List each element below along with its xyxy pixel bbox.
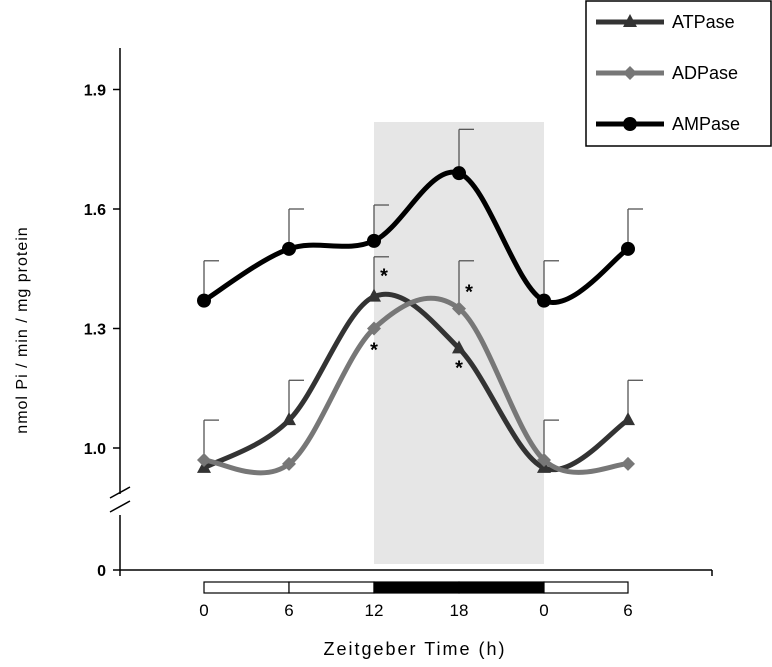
x-tick-label: 0 — [539, 601, 548, 620]
y-tick-label: 1.0 — [84, 441, 106, 458]
legend: ATPase ADPase AMPase — [585, 0, 772, 147]
series-layer — [197, 128, 643, 476]
data-point — [621, 241, 635, 256]
y-tick-label: 1.6 — [84, 202, 106, 219]
legend-label: ATPase — [672, 12, 735, 32]
data-point — [452, 301, 466, 316]
data-point — [367, 233, 381, 248]
data-point — [537, 293, 551, 308]
significance-star: * — [465, 282, 473, 304]
y-tick-label: 1.3 — [84, 322, 106, 339]
x-tick-label: 12 — [365, 601, 384, 620]
x-tick-label: 0 — [199, 601, 208, 620]
legend-marker — [623, 66, 637, 80]
light-phase-bar-segment — [288, 581, 375, 594]
axis-break-mark — [109, 486, 131, 499]
series-adpase — [197, 260, 635, 476]
legend-marker — [623, 14, 637, 27]
data-point — [282, 456, 296, 471]
series-ampase — [197, 128, 643, 308]
legend-item-atpase: ATPase — [596, 12, 735, 32]
y-tick-label: 1.9 — [84, 83, 106, 100]
x-tick-label: 6 — [284, 601, 293, 620]
data-point — [367, 288, 381, 302]
light-phase-bar-segment — [203, 581, 290, 594]
data-point — [282, 241, 296, 256]
legend-marker — [623, 117, 637, 131]
legend-item-ampase: AMPase — [596, 114, 740, 134]
significance-star: * — [370, 340, 378, 362]
dark-phase-bar-segment — [373, 581, 460, 594]
data-point — [452, 340, 466, 354]
light-phase-bar-segment — [543, 581, 629, 594]
data-point — [367, 321, 381, 336]
x-tick-label: 6 — [623, 601, 632, 620]
legend-item-adpase: ADPase — [596, 63, 738, 83]
axis-break-mark — [109, 500, 131, 513]
significance-star: * — [455, 357, 463, 379]
axes: 1.0 1.3 1.6 1.9 0 0 6 12 18 0 6 — [84, 48, 713, 620]
data-point — [197, 293, 211, 308]
labels-layer: * * * * — [370, 266, 473, 380]
y-tick-label-zero: 0 — [97, 563, 106, 580]
data-point — [197, 452, 211, 467]
data-point — [621, 456, 635, 471]
data-point — [621, 412, 635, 426]
dark-phase-bar-segment — [458, 581, 545, 594]
legend-label: AMPase — [672, 114, 740, 134]
data-point — [282, 412, 296, 426]
x-axis-title: Zeitgeber Time (h) — [323, 639, 506, 659]
data-point — [452, 166, 466, 181]
y-axis-title: nmol Pi / min / mg protein — [14, 226, 31, 433]
x-tick-label: 18 — [450, 601, 469, 620]
series-atpase — [197, 256, 643, 473]
significance-star: * — [380, 266, 388, 288]
data-point — [537, 452, 551, 467]
legend-label: ADPase — [672, 63, 738, 83]
